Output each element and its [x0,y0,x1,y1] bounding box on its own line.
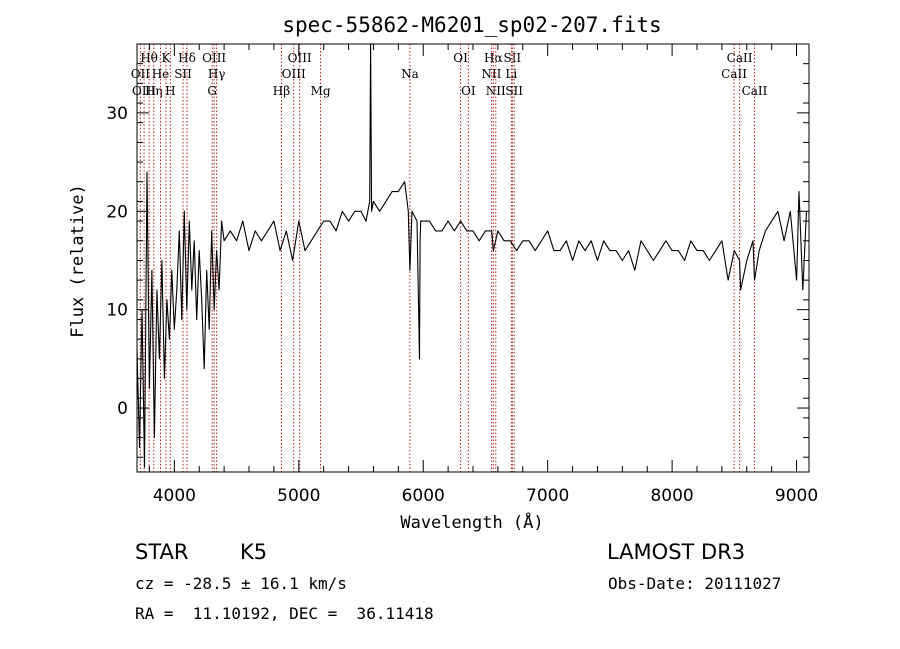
chart-title: spec-55862-M6201_sp02-207.fits [282,13,661,37]
marker-label-26: CaII [721,67,747,81]
x-tick-label-2: 6000 [402,486,445,506]
marker-label-3: Hη [145,84,163,98]
y-tick-label-3: 30 [106,104,128,124]
marker-label-10: Hγ [208,67,226,81]
observation-date: Obs-Date: 20111027 [608,574,782,593]
y-axis-label: Flux (relative) [68,184,88,338]
marker-label-11: G [207,84,217,98]
marker-label-9: OIII [202,51,226,65]
x-tick-label-1: 5000 [277,486,320,506]
marker-label-22: SII [503,51,521,65]
marker-label-21: NII [486,84,506,98]
x-tick-label-4: 8000 [650,486,693,506]
object-subclass: K5 [240,540,268,564]
x-tick-label-0: 4000 [153,486,196,506]
marker-label-12: Hβ [273,84,290,98]
marker-label-8: Hδ [178,51,196,65]
marker-label-27: CaII [742,84,768,98]
marker-label-18: OI [461,84,476,98]
marker-label-6: H [165,84,175,98]
marker-label-24: SII [505,84,523,98]
x-axis-label: Wavelength (Å) [400,511,543,533]
redshift-velocity: cz = -28.5 ± 16.1 km/s [135,574,347,593]
axis-ticks: 4000 5000 6000 7000 8000 9000 0 10 20 30 [106,44,818,506]
x-tick-label-5: 9000 [775,486,818,506]
marker-label-15: Mg [311,84,331,98]
marker-label-0: Hθ [140,51,158,65]
marker-label-14: OIII [288,51,312,65]
spectrum-line [136,43,808,468]
object-class: STAR [135,540,189,564]
marker-label-16: Na [401,67,419,81]
marker-label-25: CaII [727,51,753,65]
x-tick-label-3: 7000 [526,486,569,506]
marker-label-20: Hα [484,51,503,65]
marker-label-4: He [152,67,170,81]
y-tick-label-1: 10 [106,301,128,321]
marker-label-2: OIII [132,84,156,98]
marker-label-19: NII [481,67,501,81]
marker-label-1: OII [131,67,151,81]
y-tick-label-0: 0 [117,399,128,419]
marker-label-13: OIII [282,67,306,81]
spectrum-series [136,43,808,468]
marker-label-7: SII [174,67,192,81]
survey-name: LAMOST DR3 [607,540,746,564]
marker-label-17: OI [453,51,468,65]
coordinates: RA = 11.10192, DEC = 36.11418 [135,604,434,623]
marker-label-23: Li [505,67,517,81]
marker-label-5: K [162,51,172,65]
y-tick-label-2: 20 [106,202,128,222]
